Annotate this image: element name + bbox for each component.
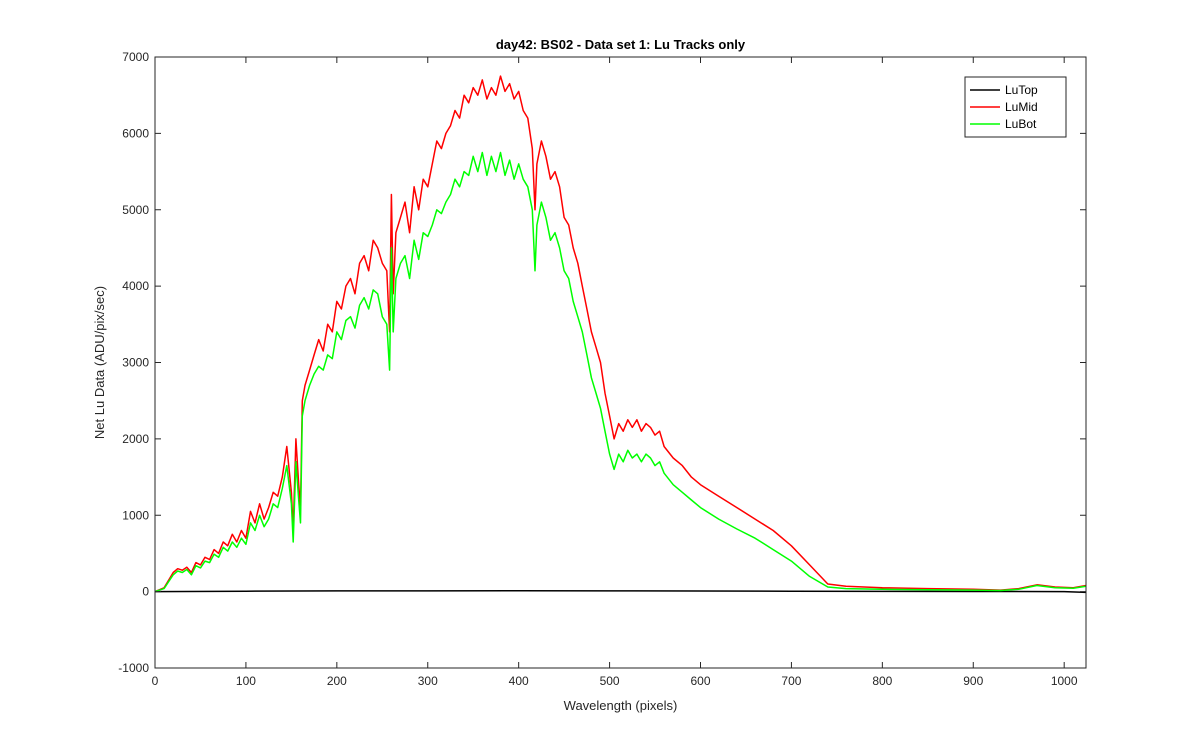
y-tick-label: 7000 [122, 50, 149, 64]
x-tick-label: 300 [418, 674, 438, 688]
y-tick-label: 4000 [122, 279, 149, 293]
y-tick-label: 5000 [122, 203, 149, 217]
y-tick-label: 0 [142, 585, 149, 599]
y-tick-label: 2000 [122, 432, 149, 446]
x-tick-label: 1000 [1051, 674, 1078, 688]
x-tick-label: 500 [600, 674, 620, 688]
series-line-lubot [154, 151, 1087, 593]
plot-area [155, 57, 1086, 668]
ticks-layer: 0 100 200 300 400 500 600 700 800 900 1000-1000010… [118, 50, 1086, 688]
y-tick-label: -1000 [118, 661, 149, 675]
chart-title: day42: BS02 - Data set 1: Lu Tracks only [496, 37, 746, 52]
y-axis-label: Net Lu Data (ADU/pix/sec) [92, 286, 107, 439]
x-tick-label: 200 [327, 674, 347, 688]
x-tick-label: 100 [236, 674, 256, 688]
y-tick-label: 1000 [122, 508, 149, 522]
x-tick-label: 800 [872, 674, 892, 688]
series-layer [154, 75, 1087, 594]
x-tick-label: 0 [152, 674, 159, 688]
legend-label-lumid: LuMid [1005, 100, 1038, 114]
x-axis-label: Wavelength (pixels) [564, 698, 678, 713]
x-tick-label: 400 [509, 674, 529, 688]
x-tick-label: 700 [781, 674, 801, 688]
legend-label-lutop: LuTop [1005, 83, 1038, 97]
series-line-lutop [154, 589, 1087, 594]
y-tick-label: 3000 [122, 356, 149, 370]
x-tick-label: 600 [690, 674, 710, 688]
series-line-lumid [154, 75, 1087, 593]
legend: LuTop LuMid LuBot [964, 76, 1067, 138]
x-tick-label: 900 [963, 674, 983, 688]
y-tick-label: 6000 [122, 126, 149, 140]
legend-label-lubot: LuBot [1005, 117, 1037, 131]
